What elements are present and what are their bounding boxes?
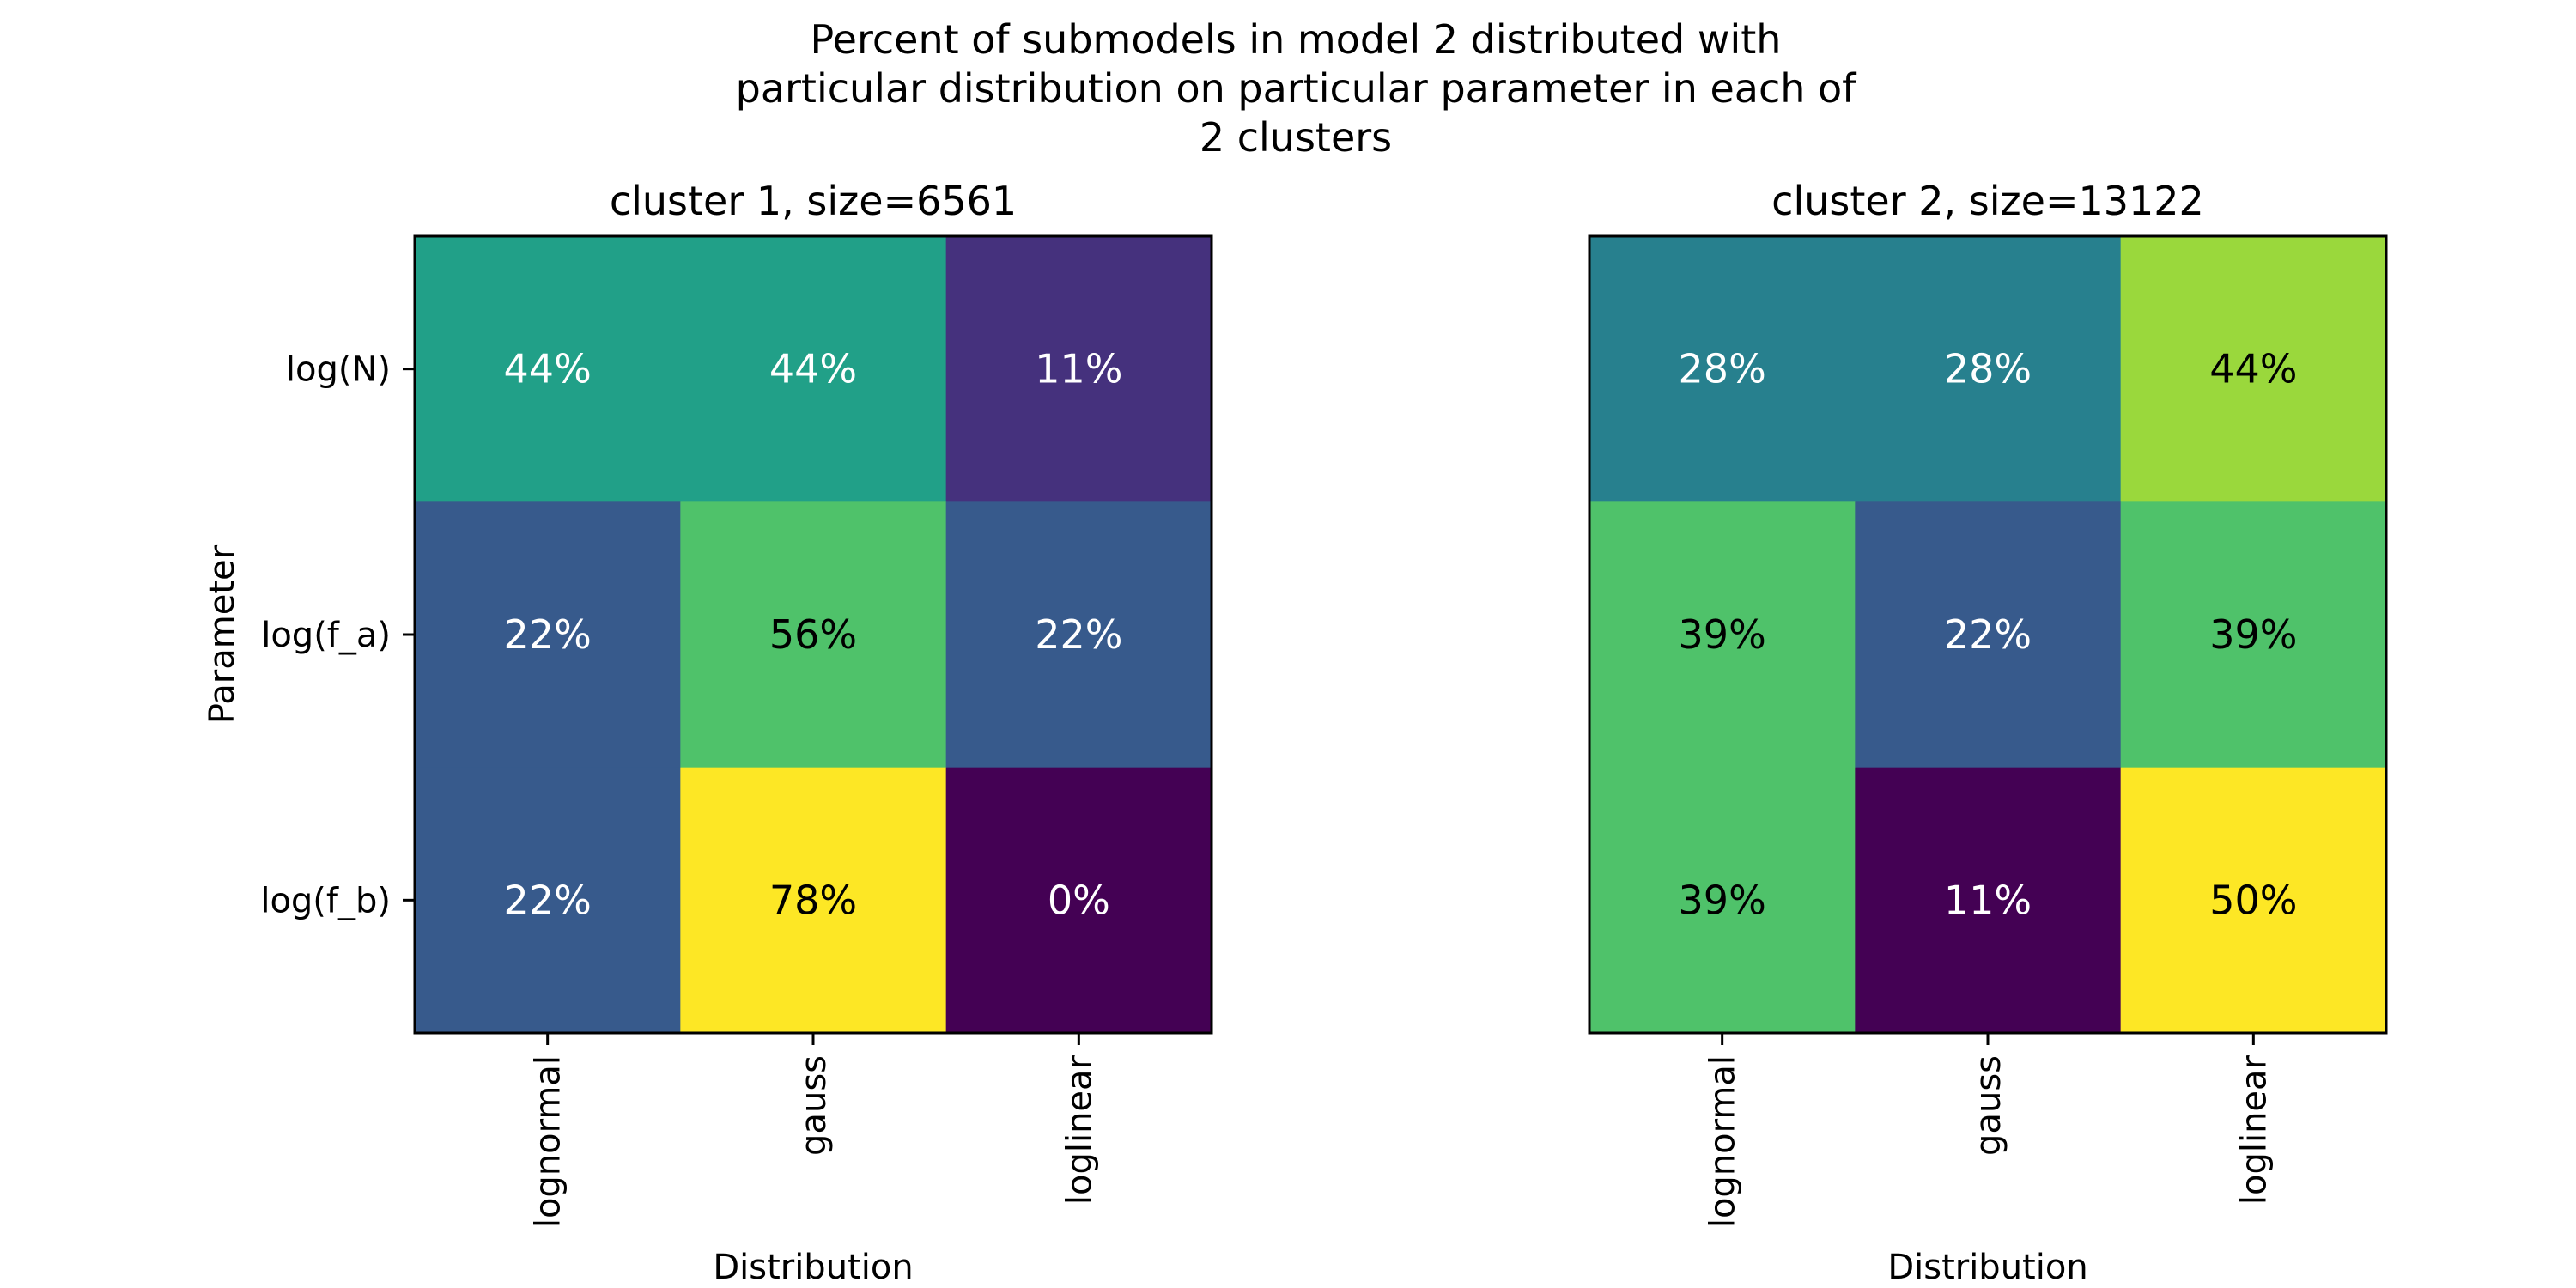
cell-value-label: 22% bbox=[1035, 611, 1122, 658]
heatmap-cell bbox=[945, 236, 1212, 502]
cell-value-label: 22% bbox=[1944, 611, 2032, 658]
cell-value-label: 50% bbox=[2209, 877, 2297, 923]
heatmap-cell bbox=[945, 767, 1212, 1034]
cell-value-label: 22% bbox=[504, 611, 592, 658]
cell-value-label: 44% bbox=[769, 346, 857, 392]
heatmap-cell bbox=[1589, 501, 1856, 769]
y-tick-label: log(f_b) bbox=[260, 881, 391, 920]
cell-value-label: 56% bbox=[769, 611, 857, 658]
heatmap-cell bbox=[680, 236, 947, 502]
cell-value-label: 22% bbox=[504, 877, 592, 923]
heatmap-cell bbox=[415, 767, 681, 1034]
y-tick-label: log(N) bbox=[286, 350, 391, 390]
heatmap-cell bbox=[2120, 767, 2387, 1034]
cell-value-label: 39% bbox=[2209, 611, 2297, 658]
cell-value-label: 39% bbox=[1679, 611, 1766, 658]
cell-value-label: 44% bbox=[504, 346, 592, 392]
panel-title: cluster 1, size=6561 bbox=[610, 178, 1017, 224]
x-tick-label: loglinear bbox=[1060, 1054, 1099, 1205]
cell-value-label: 11% bbox=[1035, 346, 1122, 392]
x-tick-label: lognormal bbox=[529, 1055, 568, 1228]
heatmap-cell bbox=[1855, 236, 2122, 502]
heatmap-cell bbox=[680, 767, 947, 1034]
cell-value-label: 44% bbox=[2209, 346, 2297, 392]
cell-value-label: 78% bbox=[769, 877, 857, 923]
heatmap-cell bbox=[415, 501, 681, 769]
figure-title-line-1: Percent of submodels in model 2 distribu… bbox=[811, 16, 1782, 63]
figure-title-line-2: particular distribution on particular pa… bbox=[736, 65, 1858, 112]
heatmap-panels: 44% 44% 11% 22% 56% 22% 22% 78% 0% cluster 1, siz… bbox=[203, 178, 2388, 1287]
heatmap-cell bbox=[1589, 236, 1856, 502]
heatmap-cell bbox=[2120, 501, 2387, 769]
heatmap-panel-2: 28% 28% 44% 39% 22% 39% 39% 11% 50% cluster 2, si… bbox=[1588, 178, 2388, 1287]
x-axis-label: Distribution bbox=[713, 1248, 913, 1287]
x-tick-label: loglinear bbox=[2234, 1054, 2274, 1205]
heatmap-cell bbox=[2120, 236, 2387, 502]
y-tick-label: log(f_a) bbox=[261, 616, 391, 655]
x-axis-label: Distribution bbox=[1887, 1248, 2087, 1287]
heatmap-cell bbox=[1855, 501, 2122, 769]
panel-title: cluster 2, size=13122 bbox=[1771, 178, 2204, 224]
y-axis-label: Parameter bbox=[203, 544, 242, 724]
x-tick-label: lognormal bbox=[1704, 1055, 1743, 1228]
heatmap-cell bbox=[680, 501, 947, 769]
heatmap-panel-1: 44% 44% 11% 22% 56% 22% 22% 78% 0% cluster 1, siz… bbox=[203, 178, 1213, 1287]
x-tick-label: gauss bbox=[794, 1055, 834, 1156]
x-tick-label: gauss bbox=[1969, 1055, 2008, 1156]
cell-value-label: 28% bbox=[1944, 346, 2032, 392]
figure-title-line-3: 2 clusters bbox=[1200, 114, 1392, 161]
cell-value-label: 39% bbox=[1679, 877, 1766, 923]
heatmap-cell bbox=[1855, 767, 2122, 1034]
heatmap-cell bbox=[1589, 767, 1856, 1034]
cell-value-label: 28% bbox=[1679, 346, 1766, 392]
heatmap-cell bbox=[415, 236, 681, 502]
cell-value-label: 0% bbox=[1048, 877, 1110, 923]
cell-value-label: 11% bbox=[1944, 877, 2032, 923]
heatmap-cell bbox=[945, 501, 1212, 769]
